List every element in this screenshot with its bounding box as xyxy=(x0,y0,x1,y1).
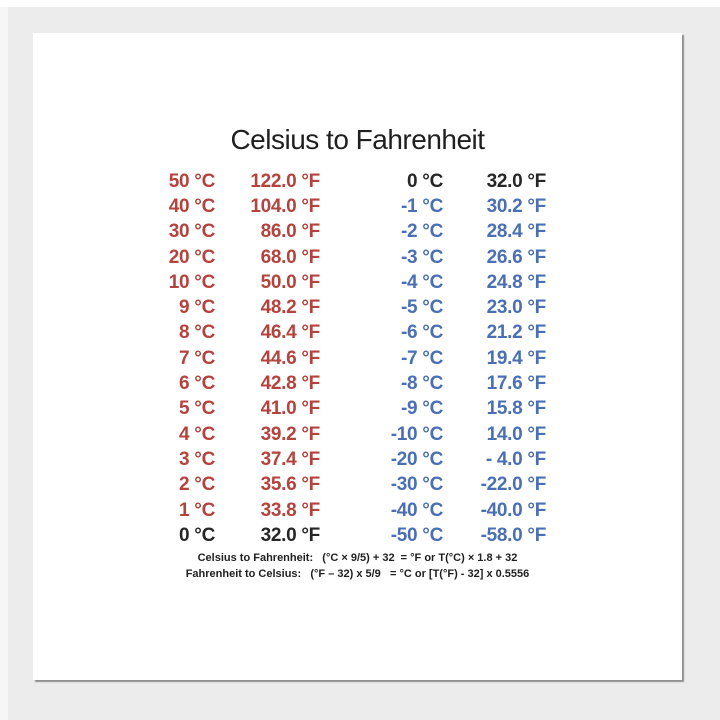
table-row: 30 °C 86.0 °F -2 °C 28.4 °F xyxy=(133,220,547,245)
table-row: 8 °C 46.4 °F -6 °C 21.2 °F xyxy=(133,321,546,346)
fahrenheit-cell: 19.4 °F xyxy=(486,347,547,369)
celsius-cell: 6 °C xyxy=(179,373,215,395)
celsius-cell: 8 °C xyxy=(179,322,215,344)
fahrenheit-cell: 17.6 °F xyxy=(486,373,547,395)
fahrenheit-cell: 35.6 °F xyxy=(260,474,321,496)
celsius-cell: 0 °C xyxy=(407,170,443,192)
table-row: 6 °C 42.8 °F -8 °C 17.6 °F xyxy=(133,371,546,396)
celsius-cell: -10 °C xyxy=(390,423,444,445)
table-row: 1 °C 33.8 °F -40 °C -40.0 °F xyxy=(133,498,546,523)
celsius-cell: 3 °C xyxy=(179,448,215,470)
celsius-cell: -3 °C xyxy=(401,246,443,268)
background-left-edge xyxy=(0,7,8,720)
table-row: 50 °C 122.0 °F 0 °C 32.0 °F xyxy=(133,169,547,194)
table-row: 7 °C 44.6 °F -7 °C 19.4 °F xyxy=(133,346,546,371)
celsius-cell: -1 °C xyxy=(401,195,443,217)
conversion-table: 50 °C 122.0 °F 0 °C 32.0 °F 40 °C 104.0 °F -1 … xyxy=(133,169,547,548)
celsius-cell: 10 °C xyxy=(168,271,216,293)
celsius-cell: -6 °C xyxy=(401,322,443,344)
page-title: Celsius to Fahrenheit xyxy=(230,124,485,155)
fahrenheit-cell: 46.4 °F xyxy=(260,322,321,344)
celsius-cell: 4 °C xyxy=(179,423,215,445)
fahrenheit-cell: 48.2 °F xyxy=(260,297,321,319)
celsius-cell: 9 °C xyxy=(179,297,215,319)
table-row: 2 °C 35.6 °F -30 °C -22.0 °F xyxy=(133,473,546,498)
fahrenheit-cell: 32.0 °F xyxy=(486,170,547,192)
fahrenheit-cell: 24.8 °F xyxy=(486,271,547,293)
fahrenheit-cell: 23.0 °F xyxy=(486,297,547,319)
fahrenheit-cell: 50.0 °F xyxy=(260,271,321,293)
table-row: 0 °C 32.0 °F -50 °C -58.0 °F xyxy=(133,523,546,548)
fahrenheit-cell: 21.2 °F xyxy=(486,322,547,344)
table-row: 3 °C 37.4 °F -20 °C - 4.0 °F xyxy=(133,447,546,472)
celsius-cell: 2 °C xyxy=(179,474,215,496)
table-row: 4 °C 39.2 °F -10 °C 14.0 °F xyxy=(133,422,546,447)
fahrenheit-cell: 86.0 °F xyxy=(260,221,321,243)
fahrenheit-cell: 28.4 °F xyxy=(486,221,547,243)
fahrenheit-cell: 122.0 °F xyxy=(250,170,320,192)
fahrenheit-cell: -40.0 °F xyxy=(480,499,547,521)
celsius-cell: 0 °C xyxy=(179,524,215,546)
fahrenheit-cell: - 4.0 °F xyxy=(485,448,546,470)
celsius-cell: 50 °C xyxy=(168,170,216,192)
fahrenheit-cell: 26.6 °F xyxy=(486,246,547,268)
celsius-cell: -5 °C xyxy=(401,297,443,319)
table-row: 9 °C 48.2 °F -5 °C 23.0 °F xyxy=(133,295,546,320)
celsius-cell: -40 °C xyxy=(390,499,444,521)
celsius-cell: 40 °C xyxy=(168,195,216,217)
table-row: 40 °C 104.0 °F -1 °C 30.2 °F xyxy=(133,194,547,219)
celsius-cell: 1 °C xyxy=(179,499,215,521)
fahrenheit-cell: -58.0 °F xyxy=(480,524,547,546)
fahrenheit-cell: 39.2 °F xyxy=(260,423,321,445)
celsius-cell: -8 °C xyxy=(401,373,443,395)
celsius-cell: -7 °C xyxy=(401,347,443,369)
fahrenheit-cell: 37.4 °F xyxy=(260,448,321,470)
celsius-cell: 5 °C xyxy=(179,398,215,420)
fahrenheit-cell: 104.0 °F xyxy=(250,195,320,217)
table-row: 10 °C 50.0 °F -4 °C 24.8 °F xyxy=(133,270,547,295)
celsius-cell: 30 °C xyxy=(168,221,216,243)
fahrenheit-cell: 41.0 °F xyxy=(260,398,321,420)
celsius-cell: -2 °C xyxy=(401,221,443,243)
fahrenheit-cell: 44.6 °F xyxy=(260,347,321,369)
table-row: 5 °C 41.0 °F -9 °C 15.8 °F xyxy=(133,397,546,422)
celsius-cell: -9 °C xyxy=(401,398,443,420)
celsius-cell: -4 °C xyxy=(401,271,443,293)
fahrenheit-cell: 30.2 °F xyxy=(486,195,547,217)
celsius-cell: -30 °C xyxy=(390,474,444,496)
celsius-cell: -50 °C xyxy=(390,524,444,546)
celsius-cell: -20 °C xyxy=(390,448,444,470)
formula-fahrenheit-to-celsius: Fahrenheit to Celsius: (°F – 32) x 5/9 =… xyxy=(185,568,530,580)
conversion-chart-card: Celsius to Fahrenheit 50 °C 122.0 °F 0 °C 3… xyxy=(33,33,682,680)
celsius-cell: 7 °C xyxy=(179,347,215,369)
fahrenheit-cell: 68.0 °F xyxy=(260,246,321,268)
celsius-cell: 20 °C xyxy=(168,246,216,268)
fahrenheit-cell: 32.0 °F xyxy=(260,524,321,546)
fahrenheit-cell: 42.8 °F xyxy=(260,373,321,395)
formula-footnotes: Celsius to Fahrenheit: (°C × 9/5) + 32 =… xyxy=(33,550,682,582)
fahrenheit-cell: -22.0 °F xyxy=(480,474,547,496)
fahrenheit-cell: 33.8 °F xyxy=(260,499,321,521)
table-row: 20 °C 68.0 °F -3 °C 26.6 °F xyxy=(133,245,547,270)
fahrenheit-cell: 14.0 °F xyxy=(486,423,547,445)
fahrenheit-cell: 15.8 °F xyxy=(486,398,547,420)
formula-celsius-to-fahrenheit: Celsius to Fahrenheit: (°C × 9/5) + 32 =… xyxy=(197,552,518,564)
